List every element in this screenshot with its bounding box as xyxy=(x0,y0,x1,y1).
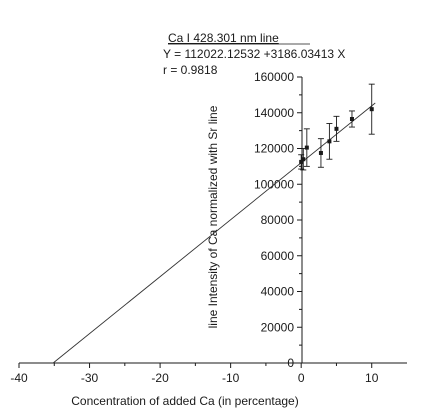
data-points xyxy=(298,83,375,171)
fit-layer xyxy=(52,102,376,364)
fit-line xyxy=(52,102,376,364)
y-tick-label: 120000 xyxy=(254,142,294,156)
y-axis-label: line Intensity of Ca normalized with Sr … xyxy=(206,105,220,328)
data-point xyxy=(318,150,323,155)
x-tick-label: -30 xyxy=(81,371,99,385)
y-tick-label: 0 xyxy=(287,356,294,370)
x-tick-label: 0 xyxy=(298,371,305,385)
fit-equation: Y = 112022.12532 +3186.03413 X xyxy=(163,47,345,61)
y-tick-label: 160000 xyxy=(254,70,294,84)
x-tick-label: -20 xyxy=(151,371,169,385)
x-axis-ticks: -40 -30 -20 -10 0 10 xyxy=(10,363,379,385)
y-axis-ticks: 0200004000060000800001000001200001400001… xyxy=(254,70,302,370)
data-point xyxy=(304,145,309,150)
data-point xyxy=(369,107,374,112)
y-tick-label: 140000 xyxy=(254,106,294,120)
x-tick-label: -10 xyxy=(222,371,240,385)
x-tick-label: -40 xyxy=(10,371,28,385)
data-point xyxy=(334,126,339,131)
x-tick-label: 10 xyxy=(365,371,379,385)
y-tick-label: 80000 xyxy=(261,213,295,227)
x-axis-label: Concentration of added Ca (in percentage… xyxy=(71,394,298,408)
chart-title: Ca I 428.301 nm line xyxy=(168,31,279,45)
data-point xyxy=(299,159,304,164)
data-point xyxy=(349,117,354,122)
correlation-coefficient: r = 0.9818 xyxy=(163,63,218,77)
y-tick-label: 40000 xyxy=(261,285,295,299)
y-tick-label: 60000 xyxy=(261,249,295,263)
data-point xyxy=(327,139,332,144)
data-point xyxy=(301,157,306,162)
y-tick-label: 20000 xyxy=(261,320,295,334)
